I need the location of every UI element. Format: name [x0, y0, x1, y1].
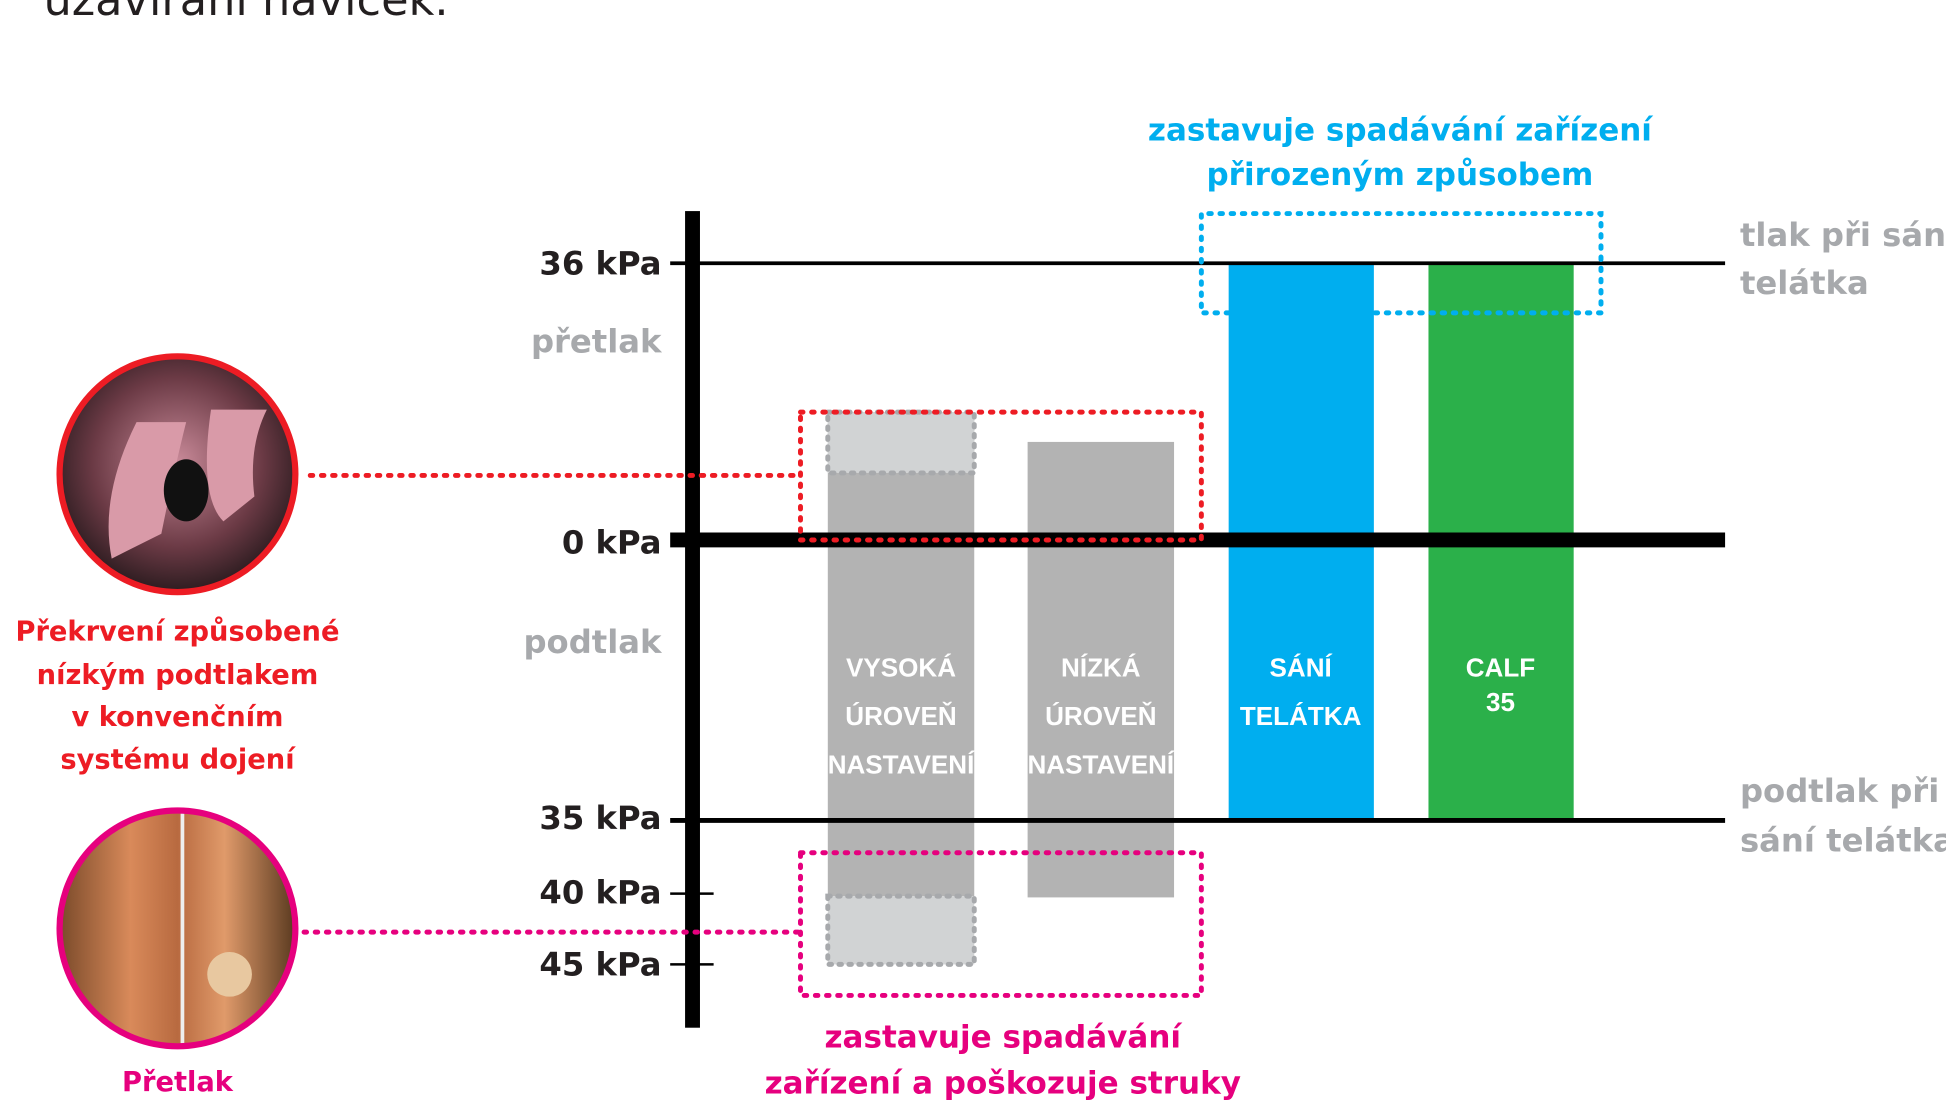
bl-text: SÁNÍ: [1270, 652, 1333, 682]
bl-text: ÚROVEŇ: [1045, 701, 1156, 731]
photo: [62, 813, 293, 1044]
bl-text: CALF: [1466, 652, 1535, 682]
pink-text: Přetlak: [122, 1067, 234, 1098]
ax-text: 45 kPa: [539, 946, 661, 984]
bl-text: NASTAVENÍ: [828, 749, 975, 779]
red-text: nízkým podtlakem: [37, 660, 319, 691]
ax-text: 0 kPa: [562, 524, 662, 562]
red-text: Překrvení způsobené: [15, 616, 339, 647]
red-frame: [798, 409, 1204, 543]
bl-text: VYSOKÁ: [846, 652, 956, 682]
blue-text: zastavuje spadávání zařízení: [1148, 112, 1654, 148]
axis: [685, 211, 700, 1028]
bl-text: NÍZKÁ: [1061, 652, 1141, 682]
intro: uzavírání náviček.: [43, 0, 448, 26]
bar-range: [825, 409, 977, 476]
blue-frame: [1198, 211, 1604, 316]
blue-text: přirozeným způsobem: [1206, 156, 1593, 193]
photo-frame: [56, 807, 299, 1050]
side-text: sání telátka: [1740, 821, 1946, 859]
pink-text: zastavuje spadávání: [825, 1020, 1184, 1056]
pink-frame: [798, 850, 1204, 998]
zone-text: přetlak: [531, 323, 663, 361]
bar-range: [825, 893, 977, 967]
red-text: v konvenčním: [71, 702, 283, 733]
bar: [827, 412, 975, 897]
ax-text: 40 kPa: [539, 874, 661, 912]
bl-text: NASTAVENÍ: [1028, 749, 1175, 779]
bl-text: TELÁTKA: [1240, 701, 1362, 731]
ax-text: 35 kPa: [539, 799, 661, 837]
side-text: podtlak při: [1740, 772, 1939, 810]
zone-text: podtlak: [523, 623, 663, 661]
ax-text: 36 kPa: [539, 244, 661, 282]
pink-text: zařízení a poškozuje struky: [765, 1065, 1241, 1101]
bl-text: 35: [1486, 687, 1515, 717]
photo-frame: [56, 353, 299, 596]
side-text: telátka: [1740, 264, 1869, 302]
bl-text: ÚROVEŇ: [845, 701, 956, 731]
photo: [62, 358, 293, 590]
side-text: tlak při sání: [1740, 216, 1946, 254]
red-text: systému dojení: [60, 744, 296, 775]
